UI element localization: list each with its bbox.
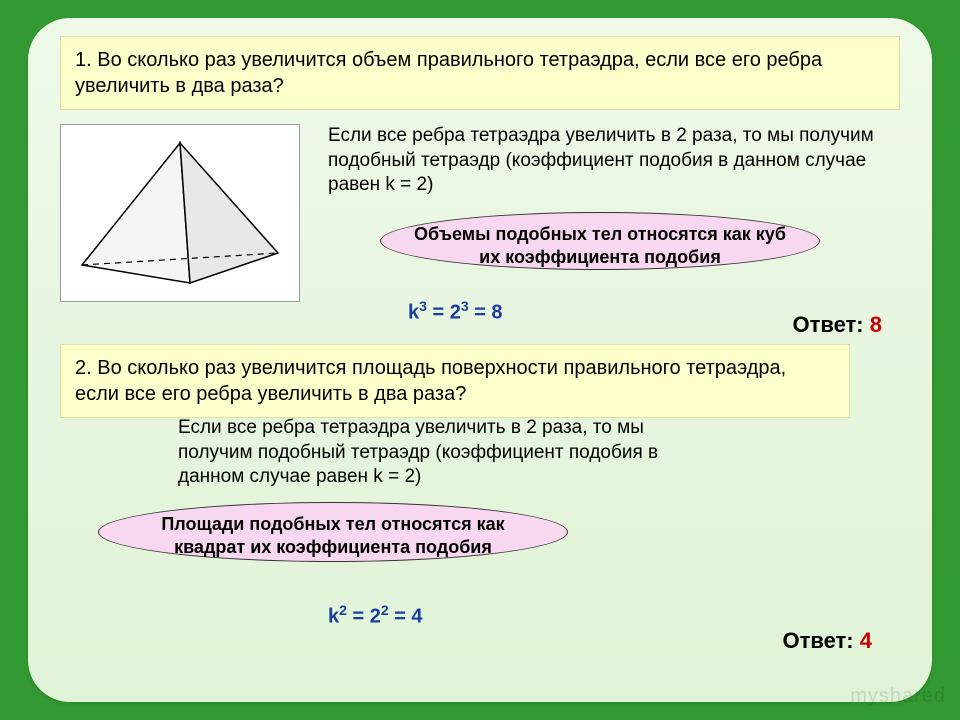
explanation-1-col: Если все ребра тетраэдра увеличить в 2 р… <box>300 124 900 270</box>
question-2-text: 2. Во сколько раз увеличится площадь пов… <box>75 357 786 405</box>
bubble-1-wrap: Объемы подобных тел относятся как куб их… <box>300 212 900 270</box>
f2-exp1: 2 <box>339 602 347 618</box>
bubble-1: Объемы подобных тел относятся как куб их… <box>380 212 820 270</box>
answer-1-label: Ответ: <box>792 312 869 337</box>
answer-2-label: Ответ: <box>782 628 859 653</box>
row-1: Если все ребра тетраэдра увеличить в 2 р… <box>60 124 900 302</box>
pyramid-image <box>60 124 300 302</box>
f1-exp2: 3 <box>461 298 469 314</box>
f1-tail: = 8 <box>469 302 503 324</box>
f2-mid: = 2 <box>347 606 381 628</box>
f2-tail: = 4 <box>389 606 423 628</box>
answer-2: Ответ: 4 <box>782 628 872 654</box>
f2-exp2: 2 <box>381 602 389 618</box>
bubble-2-wrap: Площади подобных тел относятся как квадр… <box>98 502 568 562</box>
slide-card: 1. Во сколько раз увеличится объем прави… <box>28 18 932 702</box>
explanation-2: Если все ребра тетраэдра увеличить в 2 р… <box>178 416 718 490</box>
question-1-text: 1. Во сколько раз увеличится объем прави… <box>75 49 822 97</box>
explanation-1: Если все ребра тетраэдра увеличить в 2 р… <box>328 124 900 198</box>
f2-base: k <box>328 606 339 628</box>
answer-1: Ответ: 8 <box>792 312 882 338</box>
answer-1-value: 8 <box>870 312 882 337</box>
f1-base: k <box>408 302 419 324</box>
question-2-box: 2. Во сколько раз увеличится площадь пов… <box>60 344 850 418</box>
formula-2: k2 = 22 = 4 <box>328 602 423 629</box>
f1-exp1: 3 <box>419 298 427 314</box>
tetrahedron-svg <box>70 133 290 293</box>
formula-1: k3 = 23 = 8 <box>408 298 503 325</box>
watermark: myshared <box>850 685 946 708</box>
answer-2-value: 4 <box>860 628 872 653</box>
question-1-box: 1. Во сколько раз увеличится объем прави… <box>60 36 900 110</box>
bubble-2: Площади подобных тел относятся как квадр… <box>98 502 568 562</box>
f1-mid: = 2 <box>427 302 461 324</box>
